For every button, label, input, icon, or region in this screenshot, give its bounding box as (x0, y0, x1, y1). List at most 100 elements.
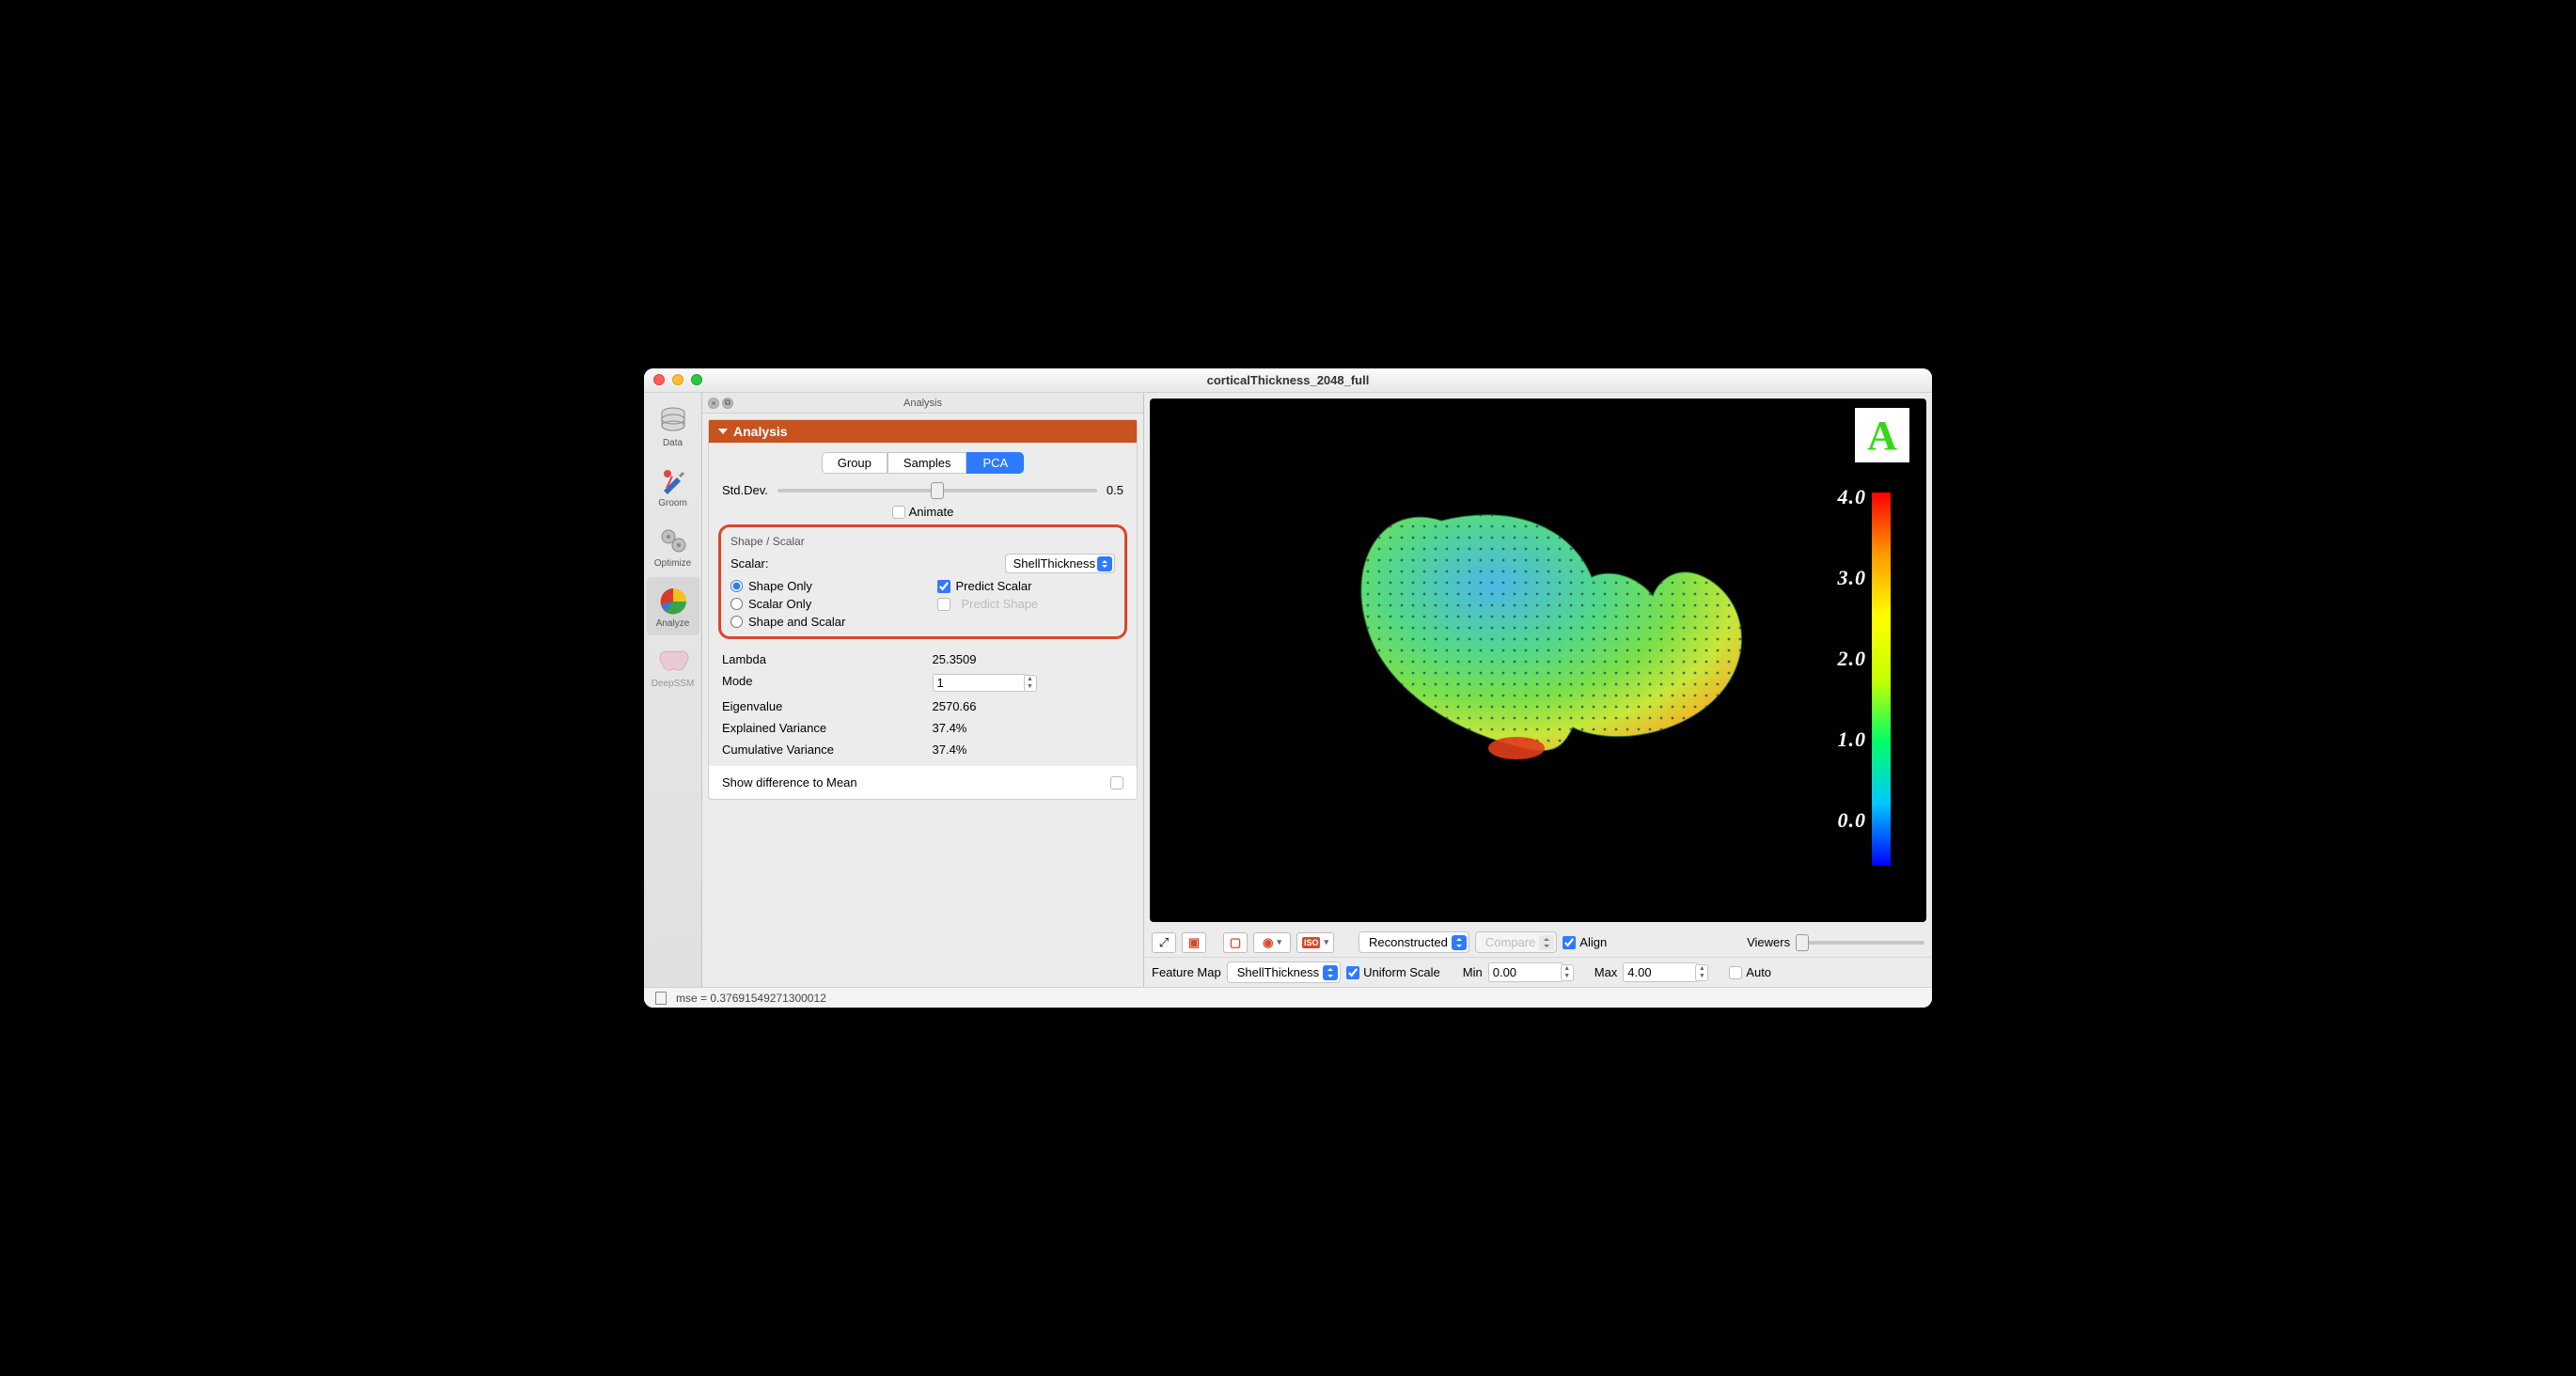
view-mode-dropdown[interactable]: ◉▾ (1253, 932, 1291, 953)
pie-chart-icon (656, 585, 690, 618)
colorbar-tick: 4.0 (1838, 485, 1867, 509)
colorbar-tick: 3.0 (1838, 566, 1867, 590)
panel-title: Analysis (903, 398, 942, 409)
eigenvalue-label: Eigenvalue (722, 699, 914, 713)
mode-stepper[interactable]: ▲▼ (933, 674, 1124, 692)
max-label: Max (1594, 965, 1618, 979)
document-icon (655, 992, 667, 1005)
compare-select: Compare (1475, 931, 1557, 953)
rail-groom[interactable]: Groom (647, 457, 699, 515)
tab-bar: Group Samples PCA (722, 452, 1123, 474)
stepper-up-icon[interactable]: ▲ (1696, 965, 1707, 973)
reconstruction-select[interactable]: Reconstructed (1359, 931, 1469, 953)
stddev-slider[interactable] (778, 489, 1097, 493)
feature-map-select[interactable]: ShellThickness (1227, 962, 1341, 983)
chevron-down-icon (1539, 935, 1554, 950)
radio-shape-and-scalar[interactable]: Shape and Scalar (730, 615, 909, 629)
panel-popout-icon[interactable]: ⧉ (722, 398, 733, 409)
predict-scalar-checkbox[interactable]: Predict Scalar (937, 579, 1116, 593)
disclosure-triangle-icon (718, 429, 728, 434)
iso-icon: ISO (1302, 937, 1321, 948)
stepper-up-icon[interactable]: ▲ (1025, 676, 1036, 683)
colorbar-tick: 0.0 (1838, 808, 1867, 833)
tab-group[interactable]: Group (822, 452, 887, 474)
chevron-updown-icon (1097, 556, 1112, 571)
rail-optimize[interactable]: Optimize (647, 517, 699, 575)
mode-input[interactable] (933, 674, 1027, 692)
feature-map-value: ShellThickness (1237, 965, 1319, 979)
animate-checkbox[interactable] (892, 506, 905, 519)
tools-icon (656, 464, 690, 498)
viewer-toolbar-2: Feature Map ShellThickness Uniform Scale… (1144, 957, 1932, 987)
viewers-slider[interactable] (1796, 941, 1924, 945)
show-diff-label: Show difference to Mean (722, 775, 857, 790)
compare-label: Compare (1485, 935, 1535, 949)
radio-shape-only[interactable]: Shape Only (730, 579, 909, 593)
iso-button[interactable]: ISO▾ (1296, 932, 1334, 953)
eigenvalue-value: 2570.66 (933, 699, 1124, 713)
panel-close-icon[interactable]: × (708, 398, 719, 409)
align-checkbox[interactable]: Align (1563, 935, 1607, 949)
rail-analyze[interactable]: Analyze (647, 577, 699, 635)
gears-icon (656, 524, 690, 558)
stddev-label: Std.Dev. (722, 483, 768, 497)
lambda-label: Lambda (722, 652, 914, 666)
uniform-scale-checkbox[interactable]: Uniform Scale (1346, 965, 1440, 979)
status-text: mse = 0.37691549271300012 (676, 992, 826, 1005)
titlebar: corticalThickness_2048_full (644, 368, 1932, 393)
app-window: corticalThickness_2048_full Data Groom (644, 368, 1932, 1008)
predict-shape-checkbox: Predict Shape (937, 597, 1116, 611)
shape-mesh-icon (1328, 464, 1761, 803)
rail-deepssm[interactable]: DeepSSM (647, 637, 699, 696)
maximize-icon[interactable] (691, 374, 702, 385)
brain-icon (656, 645, 690, 679)
3d-viewport[interactable]: A 4.0 3.0 2.0 1.0 0.0 (1150, 399, 1926, 922)
explained-variance-label: Explained Variance (722, 721, 914, 735)
analysis-panel: × ⧉ Analysis Analysis Group Samples P (702, 393, 1144, 987)
chevron-updown-icon (1323, 965, 1338, 980)
rail-data[interactable]: Data (647, 397, 699, 455)
view-mode-button[interactable]: ▢ (1223, 932, 1248, 953)
rail-label: Groom (658, 498, 687, 508)
rail-label: Data (663, 438, 683, 448)
animate-label: Animate (909, 505, 954, 519)
colorbar-tick: 1.0 (1838, 727, 1867, 752)
colorbar-tick: 2.0 (1838, 647, 1867, 671)
rail-label: DeepSSM (652, 679, 695, 689)
show-diff-checkbox[interactable] (1110, 776, 1123, 790)
stepper-down-icon[interactable]: ▼ (1025, 683, 1036, 691)
section-title: Analysis (733, 424, 788, 439)
chevron-updown-icon (1452, 935, 1467, 950)
stepper-down-icon[interactable]: ▼ (1696, 973, 1707, 980)
auto-checkbox[interactable]: Auto (1729, 965, 1771, 979)
lambda-value: 25.3509 (933, 652, 1124, 666)
viewers-label: Viewers (1747, 935, 1790, 949)
scalar-select[interactable]: ShellThickness (1005, 554, 1115, 573)
stepper-down-icon[interactable]: ▼ (1562, 973, 1573, 980)
tab-pca[interactable]: PCA (966, 452, 1024, 474)
panel-header: × ⧉ Analysis (702, 393, 1143, 414)
fit-icon: ⤢ (1159, 935, 1169, 950)
mode-label: Mode (722, 674, 914, 692)
tab-samples[interactable]: Samples (887, 452, 967, 474)
scalar-value: ShellThickness (1013, 556, 1095, 571)
mode-rail: Data Groom Optimize Analyze (644, 393, 702, 987)
minimize-icon[interactable] (672, 374, 683, 385)
radio-scalar-only[interactable]: Scalar Only (730, 597, 909, 611)
camera-icon: ▣ (1188, 935, 1200, 950)
stepper-up-icon[interactable]: ▲ (1562, 965, 1573, 973)
viewer-toolbar-1: ⤢ ▣ ▢ ◉▾ ISO▾ Reconstructed Compare Alig… (1144, 928, 1932, 957)
fit-view-button[interactable]: ⤢ (1152, 932, 1176, 953)
min-input[interactable] (1488, 962, 1563, 982)
shape-scalar-title: Shape / Scalar (730, 535, 1115, 548)
feature-map-label: Feature Map (1152, 965, 1221, 979)
status-bar: mse = 0.37691549271300012 (644, 987, 1932, 1008)
orientation-badge: A (1855, 408, 1909, 462)
screenshot-button[interactable]: ▣ (1182, 932, 1206, 953)
stddev-value: 0.5 (1107, 483, 1123, 497)
close-icon[interactable] (653, 374, 665, 385)
max-input[interactable] (1623, 962, 1698, 982)
explained-variance-value: 37.4% (933, 721, 1124, 735)
section-header[interactable]: Analysis (709, 420, 1137, 443)
shape-scalar-group: Shape / Scalar Scalar: ShellThickness Sh… (718, 524, 1127, 639)
